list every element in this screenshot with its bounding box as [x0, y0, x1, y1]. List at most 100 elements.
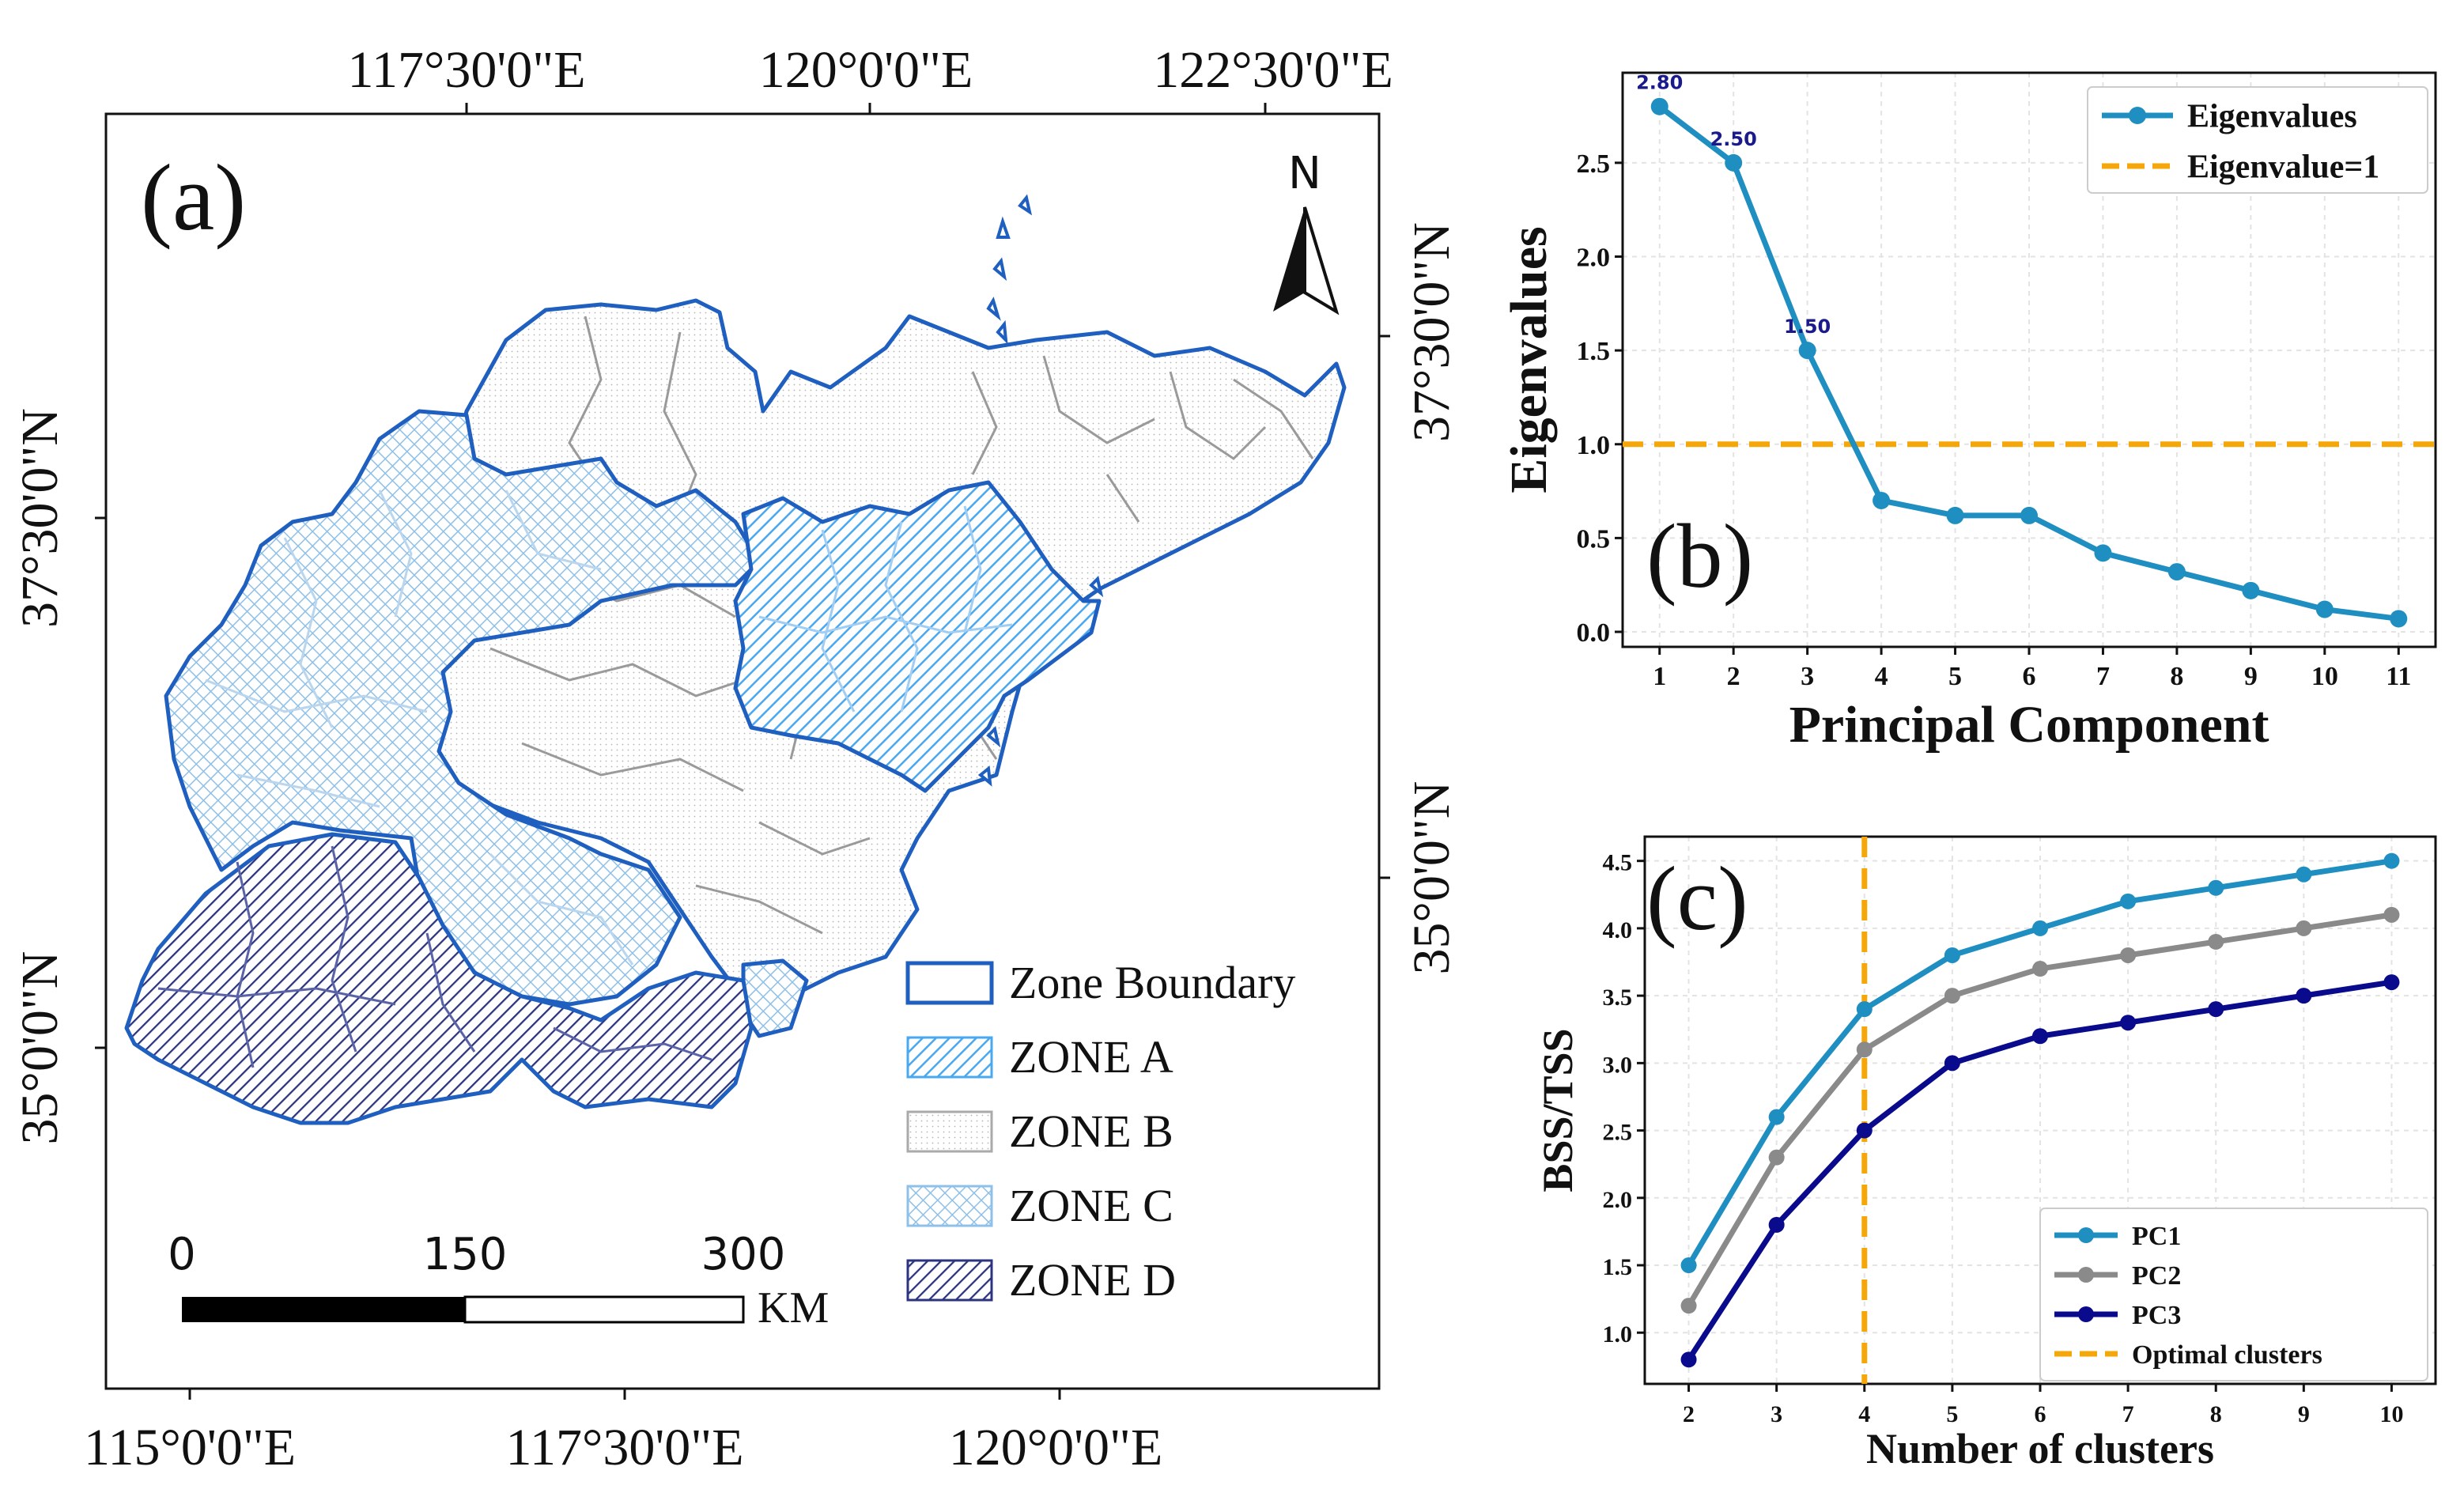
x-tick-label: 5 — [1948, 662, 1962, 691]
x-axis-title: Number of clusters — [1866, 1425, 2214, 1472]
legend-marker-pc3 — [2078, 1306, 2094, 1322]
data-point-eigenvalues — [1798, 342, 1816, 360]
zone-a-district-lines — [758, 505, 1013, 712]
data-point-pc3 — [1768, 1216, 1785, 1233]
x-tick-label: 1 — [1653, 662, 1666, 691]
data-point-pc3 — [2032, 1028, 2048, 1045]
x-tick-label: 6 — [2023, 662, 2036, 691]
left-lat-label-2: 35°0'0"N — [11, 951, 69, 1145]
x-axis-title: Principal Component — [1789, 696, 2269, 754]
chart-b-eigenvalues: 0.0 0.5 1.0 1.5 2.0 2.5 1 2 3 4 5 6 7 8 9 10 11 Principal… — [1500, 71, 2437, 754]
scale-bar: 0 150 300 KM — [168, 1229, 829, 1332]
data-point-pc1 — [2208, 879, 2224, 896]
y-tick-label: 4.5 — [1603, 850, 1633, 876]
map-legend: Zone Boundary ZONE A ZONE B ZONE C ZONE … — [905, 957, 1295, 1306]
zone-c-district-lines — [205, 489, 634, 966]
legend-swatch-zone-a — [906, 1036, 993, 1079]
north-arrow: N — [1273, 148, 1340, 316]
legend-label-pc3: PC3 — [2132, 1301, 2181, 1330]
north-arrow-icon — [1273, 207, 1305, 312]
data-point-eigenvalues — [1873, 491, 1891, 509]
right-lat-label-1: 37°30'0"N — [1403, 222, 1461, 442]
bottom-lon-label-3: 120°0'0"E — [949, 1419, 1163, 1476]
data-point-eigenvalues — [2242, 581, 2260, 599]
legend-marker-eigenvalues — [2129, 107, 2146, 124]
y-tick-label: 3.0 — [1603, 1052, 1633, 1078]
panel-label-a: (a) — [141, 145, 246, 250]
data-point-eigenvalues — [2020, 506, 2038, 524]
y-tick-label: 2.0 — [1603, 1187, 1633, 1213]
y-tick-label: 1.5 — [1577, 337, 1611, 366]
y-tick-label: 1.5 — [1603, 1254, 1633, 1280]
y-tick-label: 2.0 — [1577, 244, 1611, 273]
data-point-pc1 — [2296, 866, 2312, 883]
data-point-pc2 — [2032, 961, 2048, 977]
x-tick-label: 10 — [2379, 1401, 2403, 1427]
data-point-pc1 — [2120, 893, 2137, 909]
x-tick-label: 2 — [1727, 662, 1740, 691]
chart-c-bss-tss: 1.0 1.5 2.0 2.5 3.0 3.5 4.0 4.5 2 3 4 5 6 7 8 9 10 Number… — [1534, 835, 2437, 1472]
y-tick-label: 1.0 — [1577, 431, 1611, 460]
x-tick-label: 7 — [2122, 1401, 2134, 1427]
top-lon-label-1: 117°30'0"E — [347, 41, 585, 99]
zone-c-east-region — [741, 958, 809, 1038]
data-point-pc3 — [2208, 1001, 2224, 1018]
legend-swatch-zone-d — [906, 1259, 993, 1302]
x-tick-label: 10 — [2311, 662, 2338, 691]
data-point-eigenvalues — [2094, 544, 2112, 562]
data-point-pc2 — [1768, 1149, 1785, 1166]
panel-label: (c) — [1646, 849, 1748, 950]
x-tick-label: 4 — [1858, 1401, 1870, 1427]
right-lat-label-2: 35°0'0"N — [1403, 781, 1461, 975]
legend-label-zone-a: ZONE A — [1009, 1031, 1173, 1083]
map-frame-ticks — [95, 103, 1390, 1400]
x-tick-label: 2 — [1683, 1401, 1695, 1427]
panel-label: (b) — [1646, 506, 1753, 607]
data-point-pc2 — [2383, 906, 2400, 923]
y-tick-label: 4.0 — [1603, 917, 1633, 943]
y-tick-label: 0.0 — [1577, 618, 1611, 648]
data-point-pc2 — [1856, 1041, 1873, 1058]
scale-bar-white-segment — [463, 1295, 745, 1324]
data-point-pc1 — [1768, 1109, 1785, 1125]
bottom-lon-label-2: 117°30'0"E — [505, 1419, 743, 1476]
data-point-pc3 — [2120, 1015, 2137, 1031]
y-tick-label: 3.5 — [1603, 985, 1633, 1011]
zone-d-district-lines — [157, 845, 712, 1068]
islands — [977, 194, 1104, 787]
legend-label-zone-d: ZONE D — [1009, 1254, 1176, 1306]
x-tick-label: 7 — [2096, 662, 2110, 691]
x-tick-label: 3 — [1771, 1401, 1782, 1427]
data-point-pc3 — [2296, 988, 2312, 1004]
data-point-pc3 — [1944, 1055, 1960, 1072]
data-point-pc2 — [2296, 920, 2312, 936]
y-tick-label: 2.5 — [1603, 1120, 1633, 1146]
y-axis-title: Eigenvalues — [1500, 226, 1558, 493]
data-point-pc3 — [2383, 974, 2400, 991]
north-label: N — [1288, 148, 1321, 199]
legend-label-eigenvalues: Eigenvalues — [2187, 99, 2357, 135]
data-point-eigenvalues — [1725, 153, 1743, 172]
data-point-eigenvalues — [1946, 506, 1964, 524]
left-lat-label-1: 37°30'0"N — [11, 408, 69, 628]
legend-label-zone-c: ZONE C — [1009, 1180, 1173, 1231]
legend-box — [2039, 1208, 2428, 1381]
scale-unit: KM — [758, 1283, 829, 1332]
data-point-pc1 — [1680, 1257, 1697, 1274]
x-tick-label: 3 — [1801, 662, 1814, 691]
data-point-pc2 — [2120, 947, 2137, 963]
data-point-eigenvalues — [2167, 563, 2186, 581]
y-tick-label: 2.5 — [1577, 149, 1611, 179]
y-tick-label: 1.0 — [1603, 1321, 1633, 1347]
data-label: 2.50 — [1710, 128, 1757, 150]
data-point-pc1 — [1944, 947, 1960, 963]
legend-swatch-boundary — [905, 961, 994, 1005]
data-label: 1.50 — [1784, 316, 1831, 338]
data-label: 2.80 — [1636, 72, 1683, 94]
legend-swatch-zone-c — [906, 1185, 993, 1227]
x-tick-label: 11 — [2386, 662, 2411, 691]
data-point-eigenvalues — [1650, 97, 1668, 115]
data-point-pc2 — [1944, 988, 1960, 1004]
legend-label-boundary: Zone Boundary — [1009, 957, 1295, 1008]
